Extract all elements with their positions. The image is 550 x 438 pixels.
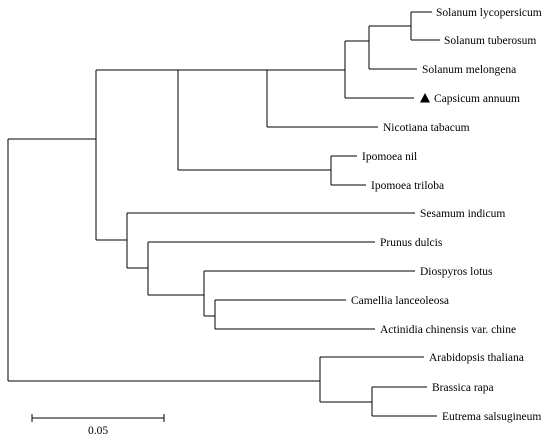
taxon-label-sesamum-indicum: Sesamum indicum bbox=[420, 208, 505, 220]
taxon-label-actinidia-chinensis: Actinidia chinensis var. chine bbox=[380, 324, 516, 336]
scale-bar-label: 0.05 bbox=[88, 425, 108, 437]
taxon-label-diospyros-lotus: Diospyros lotus bbox=[420, 266, 493, 278]
tree-branches bbox=[7, 11, 440, 417]
scale-bar: 0.05 bbox=[31, 414, 165, 437]
taxon-label-arabidopsis-thaliana: Arabidopsis thaliana bbox=[429, 352, 524, 364]
taxon-label-eutrema-salsugineum: Eutrema salsugineum bbox=[442, 411, 541, 423]
taxon-label-ipomoea-triloba: Ipomoea triloba bbox=[371, 180, 444, 192]
taxon-label-brassica-rapa: Brassica rapa bbox=[432, 382, 494, 394]
black-triangle-icon bbox=[420, 93, 430, 103]
taxon-label-camellia-lanceoleosa: Camellia lanceoleosa bbox=[351, 295, 449, 307]
taxon-label-nicotiana-tabacum: Nicotiana tabacum bbox=[383, 122, 470, 134]
taxon-label-prunus-dulcis: Prunus dulcis bbox=[380, 237, 443, 249]
taxon-label-solanum-tuberosum: Solanum tuberosum bbox=[444, 35, 536, 47]
taxon-label-solanum-lycopersicum: Solanum lycopersicum bbox=[436, 7, 542, 19]
taxon-label-solanum-melongena: Solanum melongena bbox=[422, 64, 516, 76]
taxon-label-capsicum-annuum: Capsicum annuum bbox=[434, 93, 520, 105]
taxon-labels: Solanum lycopersicum Solanum tuberosum S… bbox=[351, 7, 542, 423]
taxon-label-ipomoea-nil: Ipomoea nil bbox=[362, 151, 417, 163]
